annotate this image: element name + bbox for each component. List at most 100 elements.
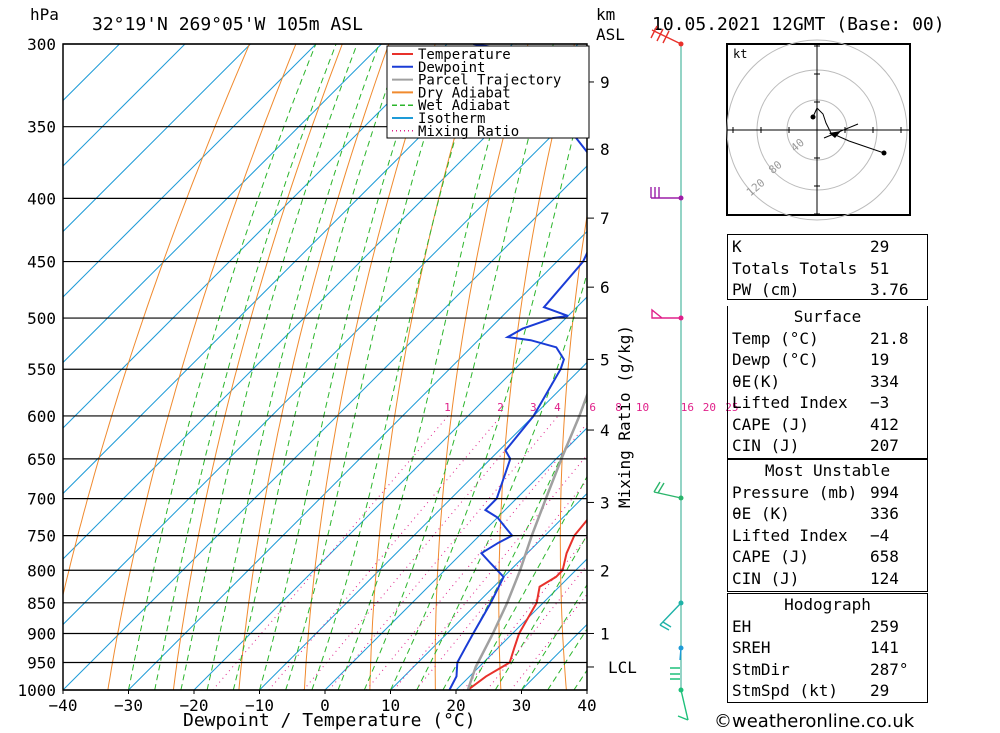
wet-adiabat-line <box>232 44 403 690</box>
row-value: 334 <box>870 371 899 391</box>
table-row: Pressure (mb) 994 <box>728 482 927 504</box>
mixing-ratio-label: 2 <box>497 401 504 414</box>
pressure-tick-label: 750 <box>27 527 56 546</box>
temperature-tick-label: −30 <box>114 696 143 715</box>
isotherm-line <box>63 99 587 626</box>
hodograph-unit-label: kt <box>733 47 747 61</box>
altitude-tick-label: 4 <box>600 421 610 440</box>
pressure-tick-label: 1000 <box>17 681 56 700</box>
row-value: 3.76 <box>870 280 909 299</box>
wind-barb <box>650 25 682 45</box>
row-label: Temp (°C) <box>732 328 819 348</box>
pressure-tick-label: 900 <box>27 624 56 643</box>
pressure-tick-label: 800 <box>27 561 56 580</box>
isotherm-line <box>324 427 587 690</box>
row-label: CIN (J) <box>732 568 800 588</box>
pressure-tick-label: 400 <box>27 189 56 208</box>
temperature-tick-label: 0 <box>320 696 330 715</box>
isotherm-line <box>455 558 587 690</box>
temperature-tick-label: −10 <box>245 696 274 715</box>
row-value: 994 <box>870 482 899 502</box>
x-axis-title: Dewpoint / Temperature (°C) <box>183 710 476 731</box>
dry-adiabat-line <box>991 44 1000 690</box>
wet-adiabat-line <box>128 44 317 690</box>
pressure-tick-label: 300 <box>27 35 56 54</box>
temperature-tick-label: 10 <box>381 696 400 715</box>
most-unstable-header: Most Unstable <box>764 461 891 480</box>
asl-unit-label: ASL <box>596 25 625 44</box>
mixing-ratio-axis-title: Mixing Ratio (g/kg) <box>615 325 634 508</box>
isotherm-line <box>63 44 251 233</box>
pressure-tick-label: 600 <box>27 407 56 426</box>
copyright-footer: ©weatheronline.co.uk <box>714 711 915 732</box>
temperature-tick-label: −20 <box>180 696 209 715</box>
dry-adiabat-line <box>559 212 587 690</box>
row-label: StmSpd (kt) <box>732 681 838 700</box>
table-row: CIN (J) 207 <box>728 435 927 457</box>
pressure-tick-label: 700 <box>27 490 56 509</box>
hodograph-trace <box>812 107 885 154</box>
surface-header: Surface <box>793 307 862 326</box>
hpa-unit-label: hPa <box>30 5 59 24</box>
temperature-tick-label: 20 <box>446 696 465 715</box>
legend-label: Wet Adiabat <box>418 98 511 114</box>
wind-barb <box>670 667 689 721</box>
row-label: CAPE (J) <box>732 547 810 566</box>
table-row: K 29 <box>728 236 927 258</box>
wind-barb <box>679 647 682 661</box>
isotherm-line <box>63 44 513 495</box>
row-value: 21.8 <box>870 328 909 348</box>
indices-table: K 29 Totals Totals 51 PW (cm) 3.76 <box>727 234 928 300</box>
legend-label: Temperature <box>418 47 511 63</box>
dry-adiabat-line <box>107 44 297 690</box>
wind-barb <box>650 187 681 199</box>
mixing-ratio-line <box>268 415 502 690</box>
isotherm-line <box>63 44 120 102</box>
table-row: Lifted Index −3 <box>728 392 927 414</box>
hodograph-header: Hodograph <box>784 595 871 614</box>
table-row: θE(K) 334 <box>728 371 927 393</box>
isotherm-line <box>193 296 587 690</box>
legend-label: Dry Adiabat <box>418 85 511 101</box>
hodograph-point <box>881 150 887 156</box>
table-row: SREH 141 <box>728 637 927 659</box>
row-value: 412 <box>870 414 899 434</box>
mixing-ratio-label: 8 <box>615 401 622 414</box>
table-row: Lifted Index −4 <box>728 525 927 547</box>
isotherm-line <box>128 230 587 690</box>
wet-adiabat-line <box>259 44 428 690</box>
mixing-ratio-label: 4 <box>554 401 561 414</box>
row-value: 29 <box>870 681 890 700</box>
table-row: CIN (J) 124 <box>728 568 927 590</box>
km-unit-label: km <box>596 5 615 24</box>
mixing-ratio-label: 10 <box>636 401 649 414</box>
altitude-tick-label: 5 <box>600 350 610 369</box>
row-value: 287° <box>870 659 909 679</box>
row-label: θE (K) <box>732 504 790 523</box>
row-value: 29 <box>870 237 890 256</box>
wet-adiabat-line <box>311 44 484 690</box>
altitude-tick-label: 3 <box>600 493 610 512</box>
row-value: 51 <box>870 258 890 278</box>
table-row: θE (K) 336 <box>728 503 927 525</box>
row-value: 124 <box>870 568 899 588</box>
row-label: CAPE (J) <box>732 414 810 434</box>
row-value: 336 <box>870 504 899 523</box>
temperature-tick-label: 40 <box>577 696 596 715</box>
wind-barb <box>659 602 682 631</box>
hodograph-table: Hodograph EH 259 SREH 141 StmDir 287° StmSpd (… <box>727 593 928 703</box>
pressure-tick-label: 450 <box>27 253 56 272</box>
altitude-tick-label: 2 <box>600 561 610 580</box>
row-label: PW (cm) <box>732 280 800 299</box>
row-label: Lifted Index <box>732 525 848 545</box>
isotherm-line <box>63 44 317 298</box>
mixing-ratio-line <box>365 422 587 690</box>
legend-label: Isotherm <box>418 111 485 127</box>
wet-adiabat-line <box>337 44 517 690</box>
row-value: 207 <box>870 436 899 455</box>
legend-label: Parcel Trajectory <box>418 73 561 89</box>
isotherm-line <box>63 44 382 364</box>
